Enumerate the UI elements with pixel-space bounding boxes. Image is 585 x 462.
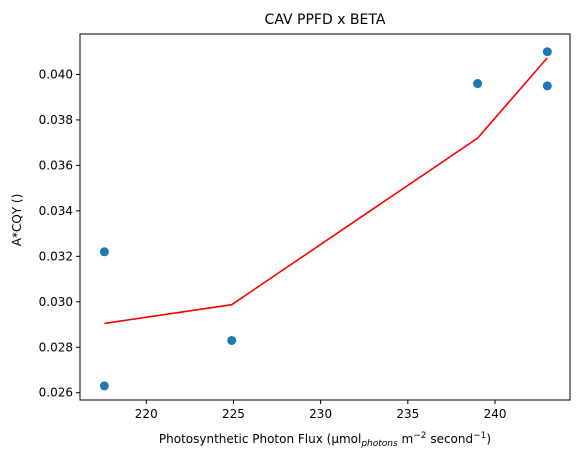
- y-tick-label: 0.030: [39, 295, 73, 309]
- data-point: [473, 79, 483, 89]
- y-tick-label: 0.026: [39, 386, 73, 400]
- y-axis-ticks: 0.026 0.028 0.030 0.032 0.034 0.036 0.038 0.040: [39, 67, 80, 400]
- data-point: [542, 47, 552, 57]
- y-tick-label: 0.036: [39, 158, 73, 172]
- x-tick-label: 230: [309, 407, 332, 421]
- data-point: [99, 247, 109, 257]
- data-point: [542, 81, 552, 91]
- y-tick-label: 0.040: [39, 67, 73, 81]
- fit-line: [104, 57, 548, 325]
- plot-frame: [79, 33, 571, 401]
- data-point: [227, 335, 237, 345]
- chart-title: CAV PPFD x BETA: [265, 12, 386, 28]
- data-point: [99, 381, 109, 391]
- x-axis-ticks: 220 225 230 235 240: [135, 400, 507, 421]
- y-axis-label: A*CQY (): [10, 194, 24, 247]
- x-tick-label: 220: [135, 407, 158, 421]
- y-tick-label: 0.034: [39, 204, 73, 218]
- y-tick-label: 0.038: [39, 113, 73, 127]
- x-tick-label: 235: [396, 407, 419, 421]
- x-axis-label: Photosynthetic Photon Flux (µmolphotons …: [159, 431, 491, 449]
- y-tick-label: 0.032: [39, 249, 73, 263]
- y-tick-label: 0.028: [39, 340, 73, 354]
- x-tick-label: 240: [484, 407, 507, 421]
- x-tick-label: 225: [222, 407, 245, 421]
- plot-marks: [99, 47, 552, 391]
